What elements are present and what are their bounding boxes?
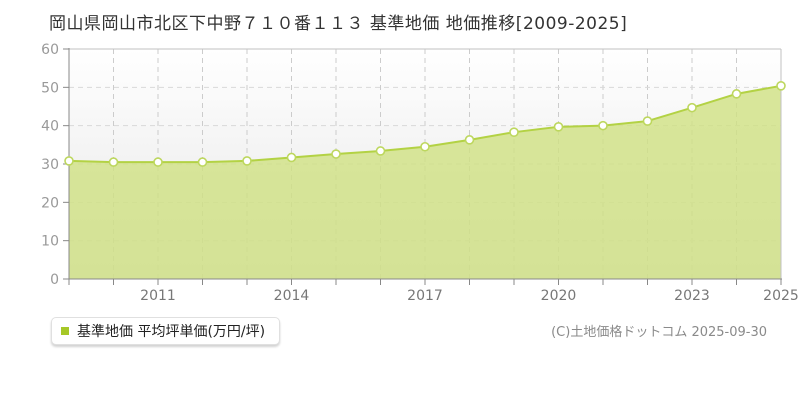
price-trend-area-chart: 0 10 20 30 40 50 60 2011 2014 2017 2020 2023 2025 [41,42,799,304]
copyright-text: (C)土地価格ドットコム 2025-09-30 [551,325,767,340]
svg-text:2025: 2025 [763,288,799,304]
svg-text:40: 40 [41,119,59,135]
svg-text:10: 10 [41,234,59,250]
svg-text:2023: 2023 [674,288,710,304]
svg-text:60: 60 [41,42,59,58]
svg-text:20: 20 [41,195,59,211]
svg-text:2011: 2011 [140,288,176,304]
svg-text:2017: 2017 [407,288,443,304]
series-label: 基準地価 平均坪単価(万円/坪) [77,324,266,340]
svg-text:50: 50 [41,80,59,96]
svg-text:2014: 2014 [274,288,310,304]
page-title: 岡山県岡山市北区下中野７１０番１１３ 基準地価 地価推移[2009-2025] [49,14,628,34]
svg-text:0: 0 [50,272,59,288]
series-marker-icon [61,327,69,335]
svg-text:30: 30 [41,157,59,173]
legend-box: 基準地価 平均坪単価(万円/坪) [51,317,281,345]
svg-text:2020: 2020 [541,288,577,304]
